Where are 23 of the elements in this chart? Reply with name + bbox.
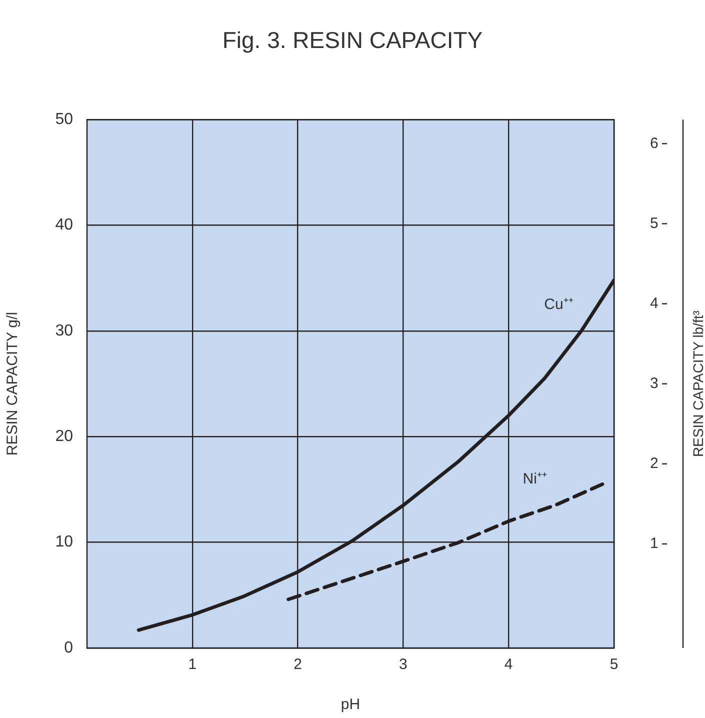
y2-axis-title: RESIN CAPACITY lb/ft³ <box>690 310 705 458</box>
y-tick-label: 20 <box>55 428 74 446</box>
y2-tick-label: 2 <box>650 455 658 472</box>
y-tick-label: 0 <box>64 639 74 656</box>
y-tick-label: 30 <box>55 322 74 340</box>
y-tick-label: 50 <box>55 111 74 128</box>
y2-tick-label: 5 <box>650 214 658 232</box>
x-tick-label: 4 <box>504 656 513 674</box>
chart-title: Fig. 3. RESIN CAPACITY <box>222 27 483 54</box>
x-axis-title: pH <box>340 696 360 714</box>
y-tick-label: 10 <box>55 534 74 551</box>
y2-tick-label: 3 <box>650 374 658 392</box>
y-tick-label: 40 <box>55 216 74 234</box>
y-axis-title: RESIN CAPACITY g/l <box>4 312 22 456</box>
x-tick-label: 3 <box>399 656 408 674</box>
x-tick-label: 2 <box>294 656 302 674</box>
y2-tick-label: 1 <box>650 535 658 552</box>
series-label: Ni⁺⁺ <box>522 470 547 488</box>
series-label: Cu⁺⁺ <box>544 296 574 313</box>
x-tick-label: 5 <box>610 656 618 674</box>
x-tick-label: 1 <box>188 656 197 674</box>
y2-tick-label: 6 <box>650 134 658 152</box>
y2-tick-label: 4 <box>650 294 658 312</box>
